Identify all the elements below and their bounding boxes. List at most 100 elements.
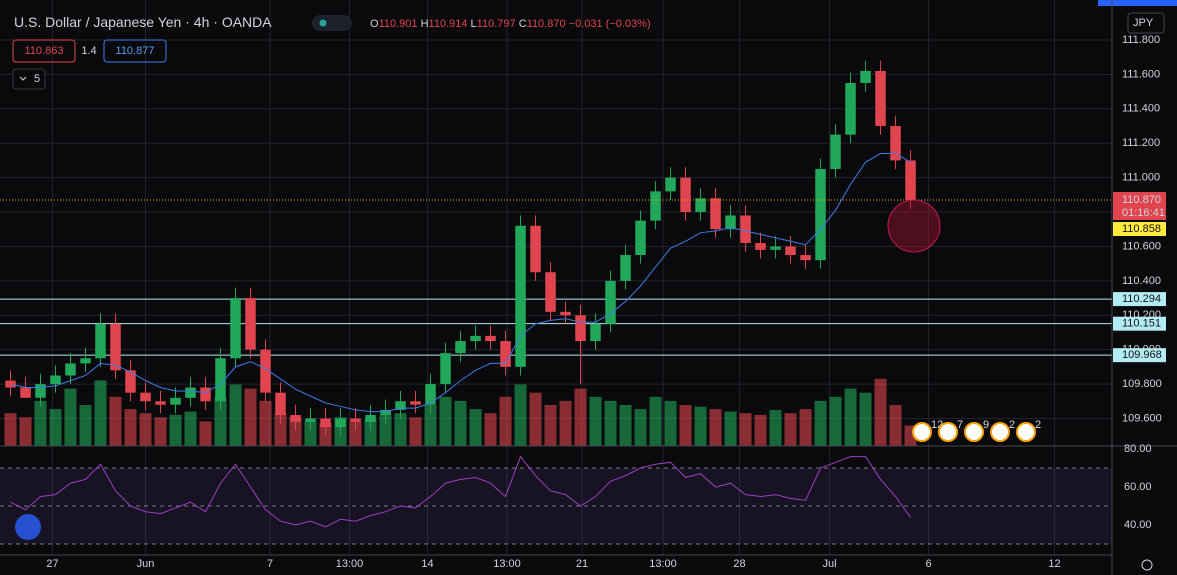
y-tick-label: 111.600 bbox=[1122, 68, 1160, 80]
volume-bar bbox=[874, 378, 887, 446]
volume-bar bbox=[94, 380, 107, 446]
x-tick-label: 28 bbox=[733, 558, 745, 570]
volume-bar bbox=[559, 400, 572, 446]
volume-bar bbox=[454, 400, 467, 446]
candle-body bbox=[800, 255, 811, 261]
volume-bar bbox=[169, 414, 182, 446]
volume-bar bbox=[589, 396, 602, 446]
candle-body bbox=[485, 335, 496, 342]
candle-body bbox=[785, 246, 796, 256]
y-tick-label: 110.600 bbox=[1122, 240, 1161, 252]
volume-bar bbox=[574, 388, 587, 446]
volume-bar bbox=[544, 405, 557, 446]
bid-box[interactable] bbox=[12, 39, 76, 63]
rsi-tick-label: 40.00 bbox=[1124, 519, 1152, 531]
event-icon[interactable] bbox=[912, 422, 932, 442]
candle-body bbox=[230, 298, 241, 359]
volume-bar bbox=[439, 396, 452, 446]
candle-body bbox=[20, 387, 31, 398]
level-label-bg bbox=[1113, 348, 1166, 363]
candle-body bbox=[80, 358, 91, 364]
volume-bar bbox=[664, 400, 677, 446]
y-tick-label: 109.600 bbox=[1122, 412, 1162, 424]
indicators-toggle[interactable] bbox=[12, 68, 46, 90]
volume-bar bbox=[19, 417, 32, 446]
candle-body bbox=[155, 401, 166, 405]
candle-body bbox=[275, 392, 286, 416]
volume-bar bbox=[109, 396, 122, 446]
candle-body bbox=[140, 392, 151, 402]
x-tick-label: 27 bbox=[46, 558, 58, 570]
logo bbox=[15, 514, 41, 540]
toggle-dot bbox=[319, 19, 327, 27]
candle-body bbox=[710, 198, 721, 230]
candle-body bbox=[500, 341, 511, 367]
event-count: 2 bbox=[1009, 419, 1015, 431]
candle-body bbox=[200, 387, 211, 402]
candle-body bbox=[530, 225, 541, 273]
volume-bar bbox=[739, 413, 752, 446]
candle-body bbox=[680, 177, 691, 213]
candle-body bbox=[575, 315, 586, 342]
candle-body bbox=[905, 160, 916, 200]
candle-body bbox=[50, 375, 61, 385]
volume-bar bbox=[49, 409, 62, 446]
toggle[interactable] bbox=[312, 15, 352, 31]
settings[interactable] bbox=[1141, 559, 1153, 571]
currency: JPY bbox=[1133, 17, 1154, 29]
event-icon[interactable] bbox=[1016, 422, 1036, 442]
candle-body bbox=[665, 177, 676, 192]
plot bbox=[0, 0, 1112, 555]
volume-bar bbox=[814, 400, 827, 446]
volume-bar bbox=[229, 384, 242, 446]
volume-bar bbox=[364, 419, 377, 446]
candle-body bbox=[380, 409, 391, 416]
volume-bar bbox=[799, 409, 812, 446]
top-bar bbox=[1098, 0, 1177, 6]
x-tick-label: 21 bbox=[576, 558, 588, 570]
event-icon[interactable] bbox=[964, 422, 984, 442]
level-label-bg bbox=[1113, 316, 1166, 331]
chevron bbox=[19, 76, 27, 81]
volume-bar bbox=[154, 417, 167, 446]
candle-body bbox=[395, 401, 406, 410]
y-tick-label: 111.000 bbox=[1122, 172, 1160, 184]
volume-bar bbox=[244, 388, 257, 446]
moving-average bbox=[10, 153, 911, 413]
x-tick-label: 6 bbox=[925, 558, 931, 570]
event-icon[interactable] bbox=[938, 422, 958, 442]
event-icon[interactable] bbox=[990, 422, 1010, 442]
volume-bar bbox=[139, 413, 152, 446]
candle-body bbox=[440, 353, 451, 385]
candle-body bbox=[815, 169, 826, 261]
volume-bar bbox=[634, 409, 647, 446]
x-tick-label: Jul bbox=[823, 558, 837, 570]
candle-body bbox=[845, 83, 856, 135]
volume-bar bbox=[604, 400, 617, 446]
candle-body bbox=[365, 415, 376, 422]
candle-body bbox=[245, 298, 256, 350]
ma-label: 110.858 bbox=[1122, 223, 1161, 235]
last-price-label: 110.870 bbox=[1122, 194, 1161, 206]
candle-body bbox=[125, 370, 136, 393]
volume-bar bbox=[274, 413, 287, 446]
x-tick-label: 13:00 bbox=[336, 558, 364, 570]
x-tick-label: Jun bbox=[137, 558, 155, 570]
volume-bar bbox=[184, 411, 197, 446]
x-tick-label: 13:00 bbox=[649, 558, 677, 570]
candle-body bbox=[350, 418, 361, 422]
candle-body bbox=[890, 126, 901, 161]
candle-body bbox=[620, 255, 631, 281]
candle-body bbox=[545, 272, 556, 312]
candle-body bbox=[770, 246, 781, 250]
ask-box[interactable] bbox=[103, 39, 167, 63]
volume-bar bbox=[79, 405, 92, 446]
volume-bar bbox=[694, 406, 707, 446]
candle-body bbox=[170, 397, 181, 405]
y-tick-label: 110.400 bbox=[1122, 275, 1161, 287]
volume-bar bbox=[259, 400, 272, 446]
currency-button[interactable] bbox=[1127, 12, 1165, 34]
y-tick-label: 111.400 bbox=[1122, 103, 1160, 115]
